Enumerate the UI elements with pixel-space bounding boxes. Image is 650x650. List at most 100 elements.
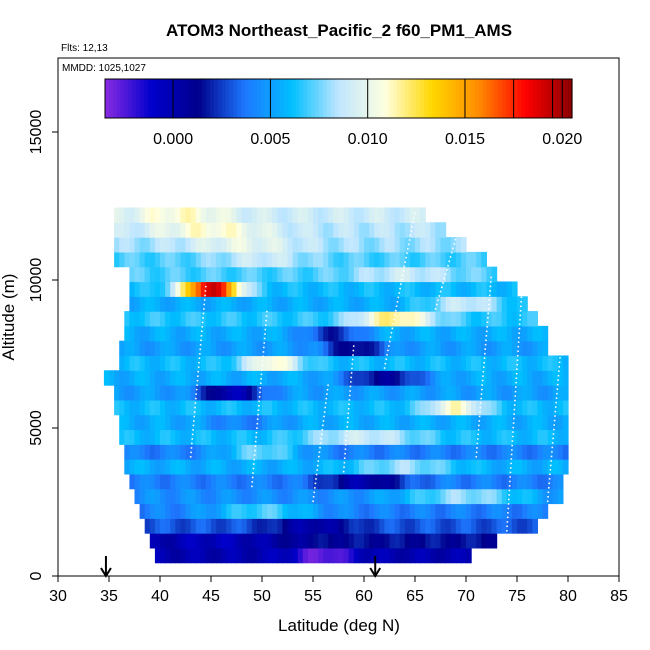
heatmap-cell (557, 399, 564, 416)
heatmap-cell (455, 444, 462, 460)
heatmap-cell (170, 266, 176, 283)
heatmap-cell (165, 518, 171, 534)
heatmap-cell (165, 547, 171, 564)
heatmap-cell (160, 399, 166, 416)
heatmap-cell (180, 340, 187, 357)
heatmap-cell (353, 444, 360, 460)
heatmap-cell (425, 251, 431, 268)
heatmap-cell (231, 222, 238, 238)
heatmap-cell (491, 296, 498, 312)
heatmap-cell (256, 459, 263, 475)
heatmap-cell (343, 533, 350, 549)
heatmap-cell (328, 429, 334, 445)
heatmap-cell (409, 296, 416, 312)
heatmap-cell (124, 444, 130, 460)
heatmap-cell (511, 325, 518, 342)
colorbar-segment (124, 79, 129, 118)
heatmap-cell (471, 399, 477, 416)
heatmap-cell (491, 370, 498, 386)
x-tick-label: 55 (304, 588, 322, 605)
heatmap-cell (277, 251, 283, 268)
heatmap-cell (180, 518, 187, 534)
heatmap-cell (262, 503, 268, 519)
heatmap-cell (486, 311, 493, 327)
heatmap-cell (511, 399, 518, 416)
colorbar-segment (248, 79, 254, 118)
heatmap-cell (297, 311, 304, 327)
heatmap-cell (154, 311, 161, 327)
heatmap-cell (190, 385, 197, 401)
heatmap-cell (481, 518, 487, 534)
heatmap-cell (415, 355, 421, 371)
heatmap-cell (374, 355, 380, 371)
heatmap-cell (154, 266, 161, 283)
heatmap-cell (200, 340, 207, 357)
heatmap-cell (246, 251, 253, 268)
heatmap-cell (389, 547, 396, 564)
heatmap-cell (420, 429, 426, 445)
heatmap-cell (522, 429, 528, 445)
heatmap-cell (180, 311, 187, 327)
heatmap-cell (318, 281, 324, 297)
heatmap-cell (506, 370, 513, 386)
colorbar-segment (233, 79, 238, 118)
heatmap-cell (190, 355, 197, 371)
heatmap-cell (394, 414, 401, 431)
colorbar-segment (509, 79, 515, 118)
heatmap-cell (129, 325, 136, 342)
heatmap-cell (353, 222, 360, 238)
heatmap-cell (160, 207, 166, 223)
heatmap-cell (379, 429, 385, 445)
heatmap-cell (333, 207, 340, 223)
heatmap-cell (527, 399, 533, 416)
heatmap-cell (297, 503, 304, 519)
heatmap-cell (139, 399, 146, 416)
heatmap-cell (557, 370, 564, 386)
heatmap-cell (287, 547, 294, 564)
heatmap-cell (557, 444, 564, 460)
heatmap-cell (399, 296, 406, 312)
heatmap-cell (221, 414, 227, 431)
heatmap-cell (532, 399, 538, 416)
heatmap-cell (517, 459, 523, 475)
heatmap-cell (160, 296, 166, 312)
heatmap-cell (144, 325, 151, 342)
heatmap-cell (517, 355, 523, 371)
heatmap-cell (211, 296, 217, 312)
heatmap-cell (297, 488, 304, 505)
heatmap-cell (307, 488, 314, 505)
heatmap-cell (430, 266, 436, 283)
colorbar-segment (147, 79, 153, 118)
heatmap-cell (267, 503, 273, 519)
colorbar-segment (470, 79, 476, 118)
heatmap-cell (374, 340, 380, 357)
heatmap-cell (399, 473, 406, 490)
heatmap-cell (129, 459, 136, 475)
heatmap-cell (154, 251, 161, 268)
heatmap-cell (236, 444, 243, 460)
heatmap-cell (236, 414, 243, 431)
heatmap-cell (221, 237, 227, 253)
heatmap-cell (394, 547, 401, 564)
heatmap-cell (491, 444, 498, 460)
heatmap-cell (471, 355, 477, 371)
heatmap-cell (542, 503, 549, 519)
heatmap-cell (256, 473, 263, 490)
heatmap-cell (160, 340, 166, 357)
heatmap-cell (241, 459, 248, 475)
heatmap-cell (328, 518, 334, 534)
heatmap-cell (195, 459, 202, 475)
heatmap-cell (221, 370, 227, 386)
heatmap-cell (251, 414, 258, 431)
heatmap-cell (348, 503, 355, 519)
heatmap-cell (343, 340, 350, 357)
heatmap-cell (450, 547, 457, 564)
heatmap-cell (190, 340, 197, 357)
heatmap-cell (466, 355, 472, 371)
heatmap-cell (404, 222, 411, 238)
heatmap-cell (506, 311, 513, 327)
heatmap-cell (190, 518, 197, 534)
heatmap-cell (200, 266, 207, 283)
heatmap-cell (399, 237, 406, 253)
heatmap-cell (236, 370, 243, 386)
